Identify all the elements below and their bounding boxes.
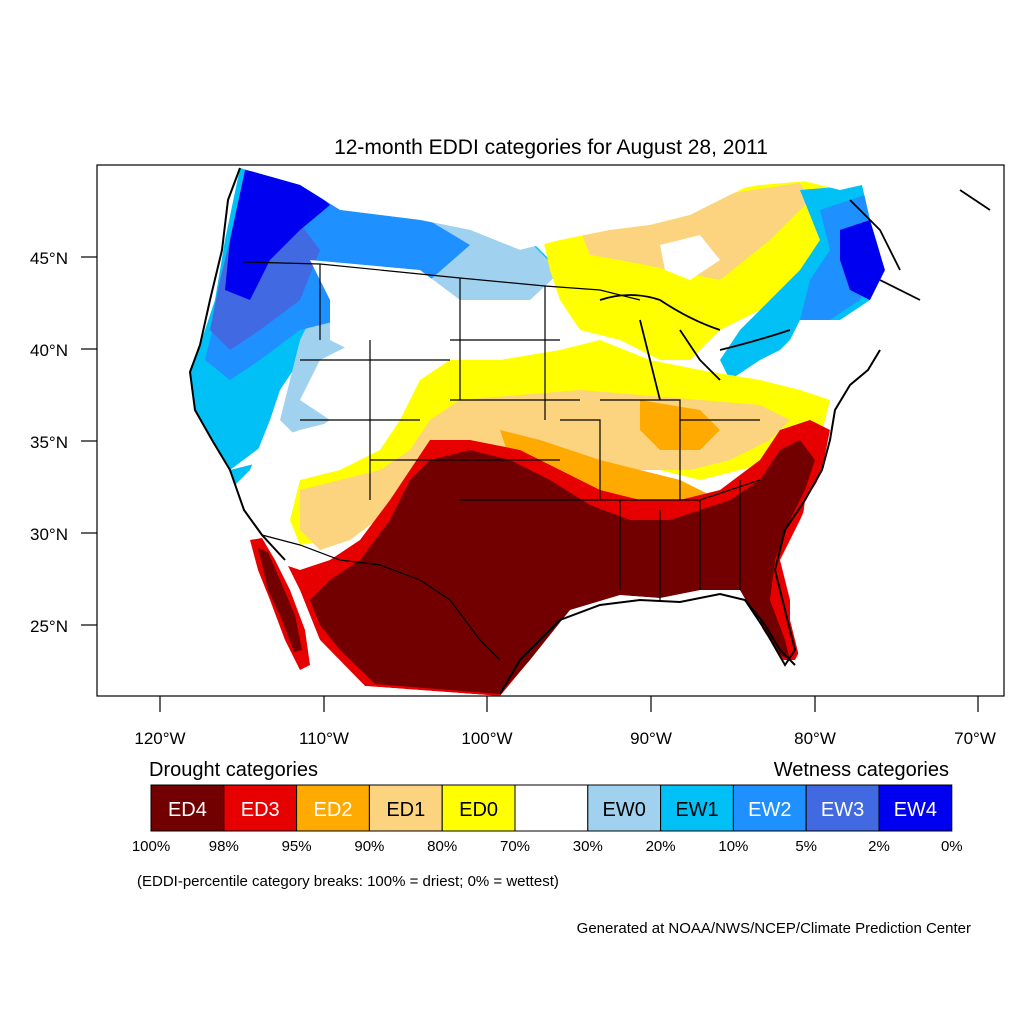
legend-break-label: 2% — [868, 838, 890, 855]
legend-bar: ED4 ED3 ED2 ED1 ED0 EW0 EW1 EW2 EW3 EW4 — [150, 784, 953, 832]
region-ed4 — [310, 440, 815, 694]
region-ew4-west — [225, 170, 330, 300]
region-ed1-north — [580, 183, 810, 280]
lon-label: 90°W — [630, 729, 672, 748]
boundary-lines — [188, 167, 991, 695]
lon-label: 80°W — [794, 729, 836, 748]
legend-breaks: 100% 98% 95% 90% 80% 70% 30% 20% 10% 5% 2% 0% — [132, 838, 963, 855]
legend-category-label: EW3 — [821, 799, 864, 821]
legend-break-label: 0% — [941, 838, 963, 855]
legend-category-label: ED0 — [459, 799, 498, 821]
eddi-field — [190, 168, 890, 696]
legend-swatch — [878, 784, 953, 832]
legend-swatch — [514, 784, 589, 832]
lat-label: 30°N — [30, 525, 68, 544]
lon-label: 100°W — [461, 729, 512, 748]
map-border — [96, 164, 1005, 697]
legend-category-label: ED1 — [386, 799, 425, 821]
legend-category-label: EW2 — [748, 799, 791, 821]
legend-swatch — [223, 784, 298, 832]
legend-swatch — [441, 784, 516, 832]
legend-note: (EDDI-percentile category breaks: 100% =… — [137, 873, 559, 890]
legend-break-label: 20% — [646, 838, 676, 855]
legend-category-label: EW4 — [894, 799, 937, 821]
legend-category-label: EW1 — [675, 799, 718, 821]
map-title: 12-month EDDI categories for August 28, … — [334, 136, 768, 159]
lon-axis: 120°W 110°W 100°W 90°W 80°W 70°W — [134, 696, 996, 748]
legend-break-label: 10% — [718, 838, 748, 855]
region-ew4-east — [840, 220, 885, 300]
legend-category-label: ED2 — [314, 799, 353, 821]
legend-break-label: 100% — [132, 838, 170, 855]
lon-label: 70°W — [954, 729, 996, 748]
drought-heading: Drought categories — [149, 759, 318, 781]
lat-label: 40°N — [30, 341, 68, 360]
legend-swatch — [587, 784, 662, 832]
legend-break-label: 5% — [795, 838, 817, 855]
legend-swatch — [150, 784, 225, 832]
legend-break-label: 80% — [427, 838, 457, 855]
legend-swatch — [805, 784, 880, 832]
lat-label: 25°N — [30, 617, 68, 636]
legend-break-label: 95% — [282, 838, 312, 855]
wetness-heading: Wetness categories — [774, 759, 949, 781]
legend-break-label: 30% — [573, 838, 603, 855]
legend-category-label: ED3 — [241, 799, 280, 821]
lat-label: 35°N — [30, 433, 68, 452]
lat-axis: 45°N 40°N 35°N 30°N 25°N — [30, 249, 97, 636]
legend-break-label: 70% — [500, 838, 530, 855]
lat-label: 45°N — [30, 249, 68, 268]
lon-label: 120°W — [134, 729, 185, 748]
legend-break-label: 90% — [354, 838, 384, 855]
credit-text: Generated at NOAA/NWS/NCEP/Climate Predi… — [577, 920, 971, 937]
legend-category-label: EW0 — [603, 799, 646, 821]
lon-label: 110°W — [299, 729, 349, 748]
legend-break-label: 98% — [209, 838, 239, 855]
legend-category-label: ED4 — [168, 799, 207, 821]
